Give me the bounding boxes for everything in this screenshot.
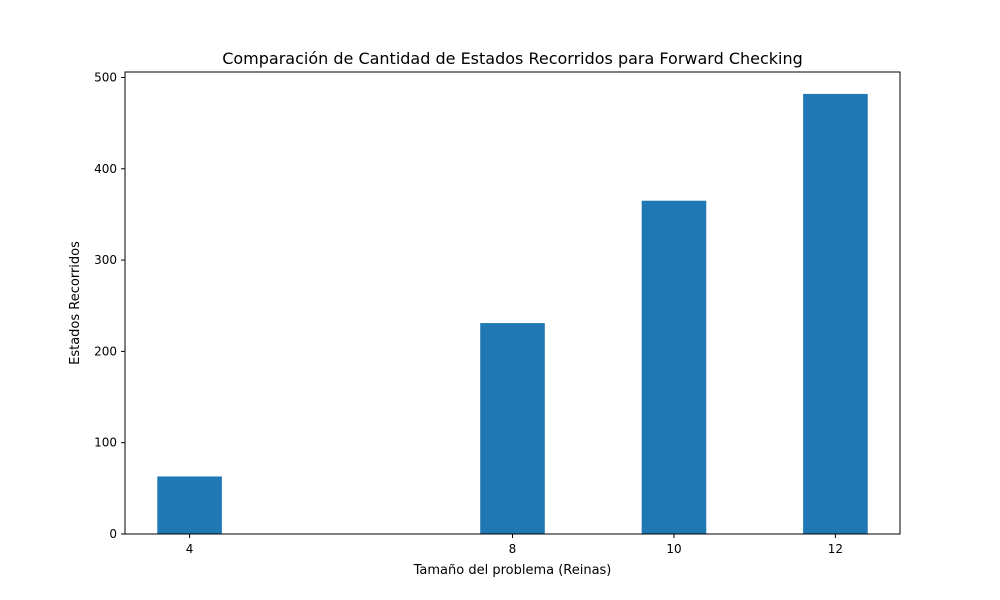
y-axis-label: Estados Recorridos [68,241,83,365]
y-tick-label: 0 [109,527,117,541]
y-tick-label: 400 [94,162,117,176]
x-axis-label: Tamaño del problema (Reinas) [413,563,612,578]
bars-group [157,93,868,535]
x-tick-label: 10 [666,542,681,556]
bar-8 [480,323,545,534]
y-tick-label: 200 [94,344,117,358]
y-tick-label: 100 [94,436,117,450]
y-axis-ticks: 0 100 200 300 400 500 [94,70,125,541]
y-tick-label: 500 [94,70,117,84]
x-tick-label: 12 [828,542,843,556]
bar-12 [803,93,868,535]
bar-4 [157,476,222,534]
bar-10 [641,200,707,534]
x-axis-ticks: 4 8 10 12 [186,534,843,556]
chart-title: Comparación de Cantidad de Estados Recor… [222,49,803,68]
x-tick-label: 4 [186,542,194,556]
x-tick-label: 8 [509,542,517,556]
y-tick-label: 300 [94,253,117,267]
